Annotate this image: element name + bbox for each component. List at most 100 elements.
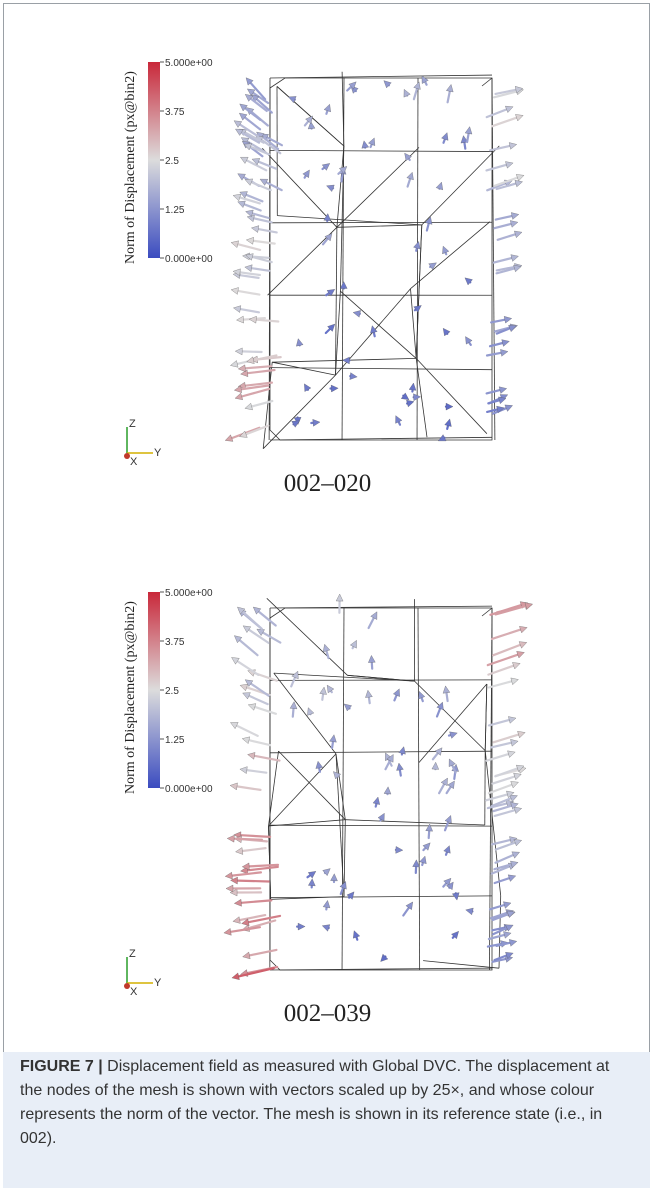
displacement-arrow	[413, 241, 421, 252]
y-axis-label: Y	[154, 977, 162, 989]
displacement-arrow	[431, 761, 440, 771]
displacement-arrow	[307, 121, 316, 130]
displacement-arrow	[491, 836, 518, 846]
displacement-arrow	[398, 746, 406, 756]
displacement-arrow	[315, 760, 323, 773]
displacement-arrow	[231, 657, 260, 676]
displacement-arrow	[234, 347, 263, 356]
displacement-arrow	[490, 626, 528, 641]
displacement-arrow	[486, 799, 515, 810]
displacement-arrow	[490, 794, 518, 808]
colorbar-tick-label: 0.000e+00	[165, 784, 213, 795]
displacement-arrow	[251, 94, 273, 114]
displacement-arrow	[444, 418, 452, 430]
displacement-arrow	[486, 405, 505, 414]
displacement-arrow	[425, 216, 433, 232]
displacement-arrow	[246, 354, 278, 364]
colorbar-title: Norm of Displacement (px@bin2)	[123, 601, 138, 794]
displacement-arrow	[239, 766, 268, 774]
displacement-arrow	[464, 277, 473, 286]
displacement-arrow	[251, 225, 278, 234]
displacement-arrow	[425, 823, 433, 840]
displacement-arrow	[393, 688, 400, 702]
displacement-arrow	[493, 220, 519, 230]
displacement-arrow	[494, 851, 520, 864]
displacement-arrow	[448, 758, 457, 774]
displacement-arrow	[493, 806, 523, 817]
displacement-arrow	[235, 128, 261, 144]
displacement-arrow	[339, 881, 347, 896]
displacement-arrow	[247, 88, 270, 105]
displacement-arrow	[306, 871, 317, 879]
displacement-arrow	[323, 213, 332, 223]
displacement-arrow	[230, 722, 259, 737]
displacement-arrow	[464, 126, 473, 144]
displacement-arrow	[383, 786, 392, 796]
displacement-arrow	[445, 780, 455, 795]
displacement-arrow	[493, 174, 525, 187]
displacement-arrow	[446, 84, 454, 104]
displacement-arrow	[335, 593, 344, 614]
displacement-arrow	[237, 364, 273, 373]
displacement-arrow	[418, 690, 426, 703]
displacement-arrow	[435, 701, 444, 718]
displacement-arrow	[395, 415, 403, 426]
displacement-arrow	[352, 310, 361, 318]
displacement-arrow	[226, 834, 263, 843]
displacement-vectors	[224, 75, 525, 442]
displacement-arrow	[233, 384, 270, 393]
displacement-arrow	[421, 75, 429, 86]
displacement-arrow	[384, 754, 394, 771]
displacement-arrow	[296, 338, 304, 347]
z-axis-label: Z	[129, 948, 136, 960]
displacement-arrow	[492, 641, 528, 657]
displacement-arrow	[493, 952, 514, 962]
displacement-arrow	[307, 707, 315, 716]
axes-triad: Z Y X	[124, 418, 162, 468]
displacement-arrow	[485, 349, 509, 357]
displacement-arrow	[490, 316, 513, 324]
displacement-arrow	[245, 77, 267, 101]
displacement-arrow	[488, 901, 512, 911]
displacement-arrow	[322, 643, 331, 660]
displacement-arrow	[487, 396, 507, 405]
displacement-arrow	[343, 703, 352, 712]
displacement-arrow	[291, 420, 300, 428]
displacement-arrow	[496, 230, 523, 241]
displacement-arrow	[232, 193, 261, 205]
displacement-arrow	[303, 115, 313, 127]
displacement-arrow	[493, 874, 517, 885]
displacement-arrow	[229, 888, 263, 897]
displacement-arrow	[365, 689, 373, 705]
displacement-arrow	[487, 677, 519, 689]
displacement-arrow	[241, 736, 272, 747]
colorbar-tick-label: 5.000e+00	[165, 58, 213, 69]
displacement-arrow	[408, 382, 417, 393]
displacement-arrow	[442, 685, 451, 703]
displacement-arrow	[289, 701, 298, 718]
panel-label-1: 002–020	[283, 470, 372, 497]
displacement-arrow	[437, 434, 447, 442]
displacement-arrow	[319, 686, 327, 701]
displacement-arrow	[489, 142, 518, 152]
displacement-arrow	[494, 764, 525, 778]
displacement-arrow	[248, 315, 280, 324]
displacement-arrow	[288, 96, 297, 104]
displacement-arrow	[491, 910, 516, 922]
displacement-arrow	[495, 264, 522, 275]
displacement-arrow	[230, 287, 261, 296]
displacement-arrow	[368, 655, 376, 670]
displacement-arrow	[422, 842, 431, 852]
displacement-arrow	[394, 846, 404, 854]
displacement-arrow	[383, 80, 392, 89]
displacement-arrow	[245, 209, 270, 220]
displacement-arrow	[324, 323, 336, 335]
displacement-plot-2: 5.000e+00 3.75 2.5 1.25 0.000e+00 Norm of Dis…	[123, 588, 533, 998]
displacement-arrow	[342, 356, 351, 365]
displacement-arrow	[435, 181, 443, 191]
displacement-arrow	[237, 606, 263, 630]
mesh	[262, 71, 500, 449]
displacement-arrow	[451, 930, 459, 940]
displacement-arrow	[321, 233, 333, 246]
figure-frame	[3, 3, 650, 1188]
